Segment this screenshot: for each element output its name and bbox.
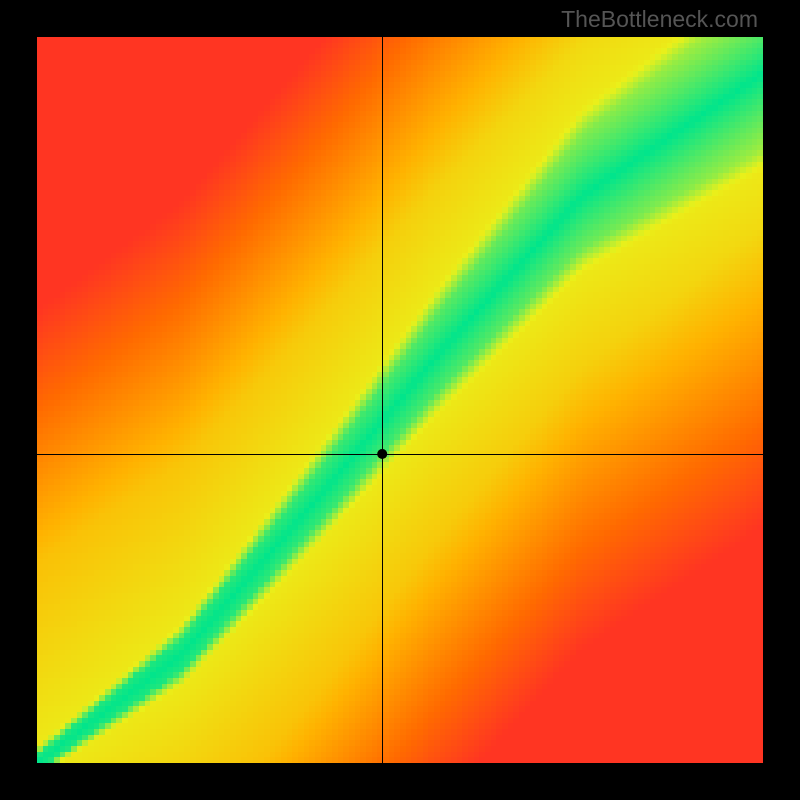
watermark-text: TheBottleneck.com [561, 6, 758, 33]
chart-root: TheBottleneck.com [0, 0, 800, 800]
bottleneck-heatmap [37, 37, 763, 763]
